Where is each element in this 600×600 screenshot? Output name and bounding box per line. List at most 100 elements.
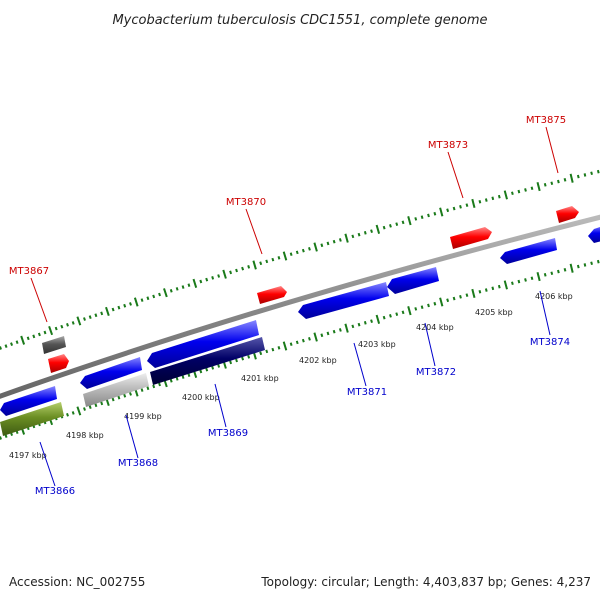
minor-tick	[427, 213, 430, 218]
minor-tick	[129, 392, 132, 396]
minor-tick	[10, 342, 14, 346]
minor-tick	[235, 358, 238, 363]
minor-tick	[382, 315, 386, 320]
minor-tick	[370, 229, 373, 233]
minor-tick	[146, 386, 150, 391]
minor-tick	[320, 333, 324, 338]
minor-tick	[478, 289, 482, 294]
kbp-label: 4198 kbp	[66, 431, 104, 440]
minor-tick	[363, 231, 367, 235]
major-tick	[48, 325, 54, 336]
minor-tick	[452, 206, 456, 211]
minor-tick	[241, 266, 245, 271]
gene-mt3871-block	[298, 282, 389, 319]
minor-tick	[71, 411, 75, 415]
minor-tick	[140, 388, 144, 392]
minor-tick	[332, 329, 336, 334]
major-tick	[439, 297, 444, 307]
minor-tick	[32, 334, 36, 339]
minor-tick	[229, 270, 233, 275]
gene-label-mt3870: MT3870	[226, 197, 266, 208]
gene-labels-forward: MT3867 MT3870 MT3873 MT3875	[9, 115, 566, 277]
minor-tick	[83, 317, 86, 321]
minor-tick	[181, 285, 185, 289]
minor-tick	[491, 196, 495, 201]
gene-olive-block	[0, 402, 64, 436]
inner-tick-track	[0, 259, 600, 440]
minor-tick	[583, 263, 587, 267]
major-tick	[76, 316, 82, 326]
gene-label-mt3867: MT3867	[9, 266, 49, 277]
minor-tick	[169, 289, 173, 293]
gene-mt3875-block	[556, 206, 579, 223]
minor-tick	[37, 332, 41, 337]
leader-mt3866	[39, 441, 56, 487]
minor-tick	[543, 273, 547, 277]
minor-tick	[511, 191, 514, 196]
minor-tick	[158, 292, 161, 297]
leader-mt3871	[353, 342, 367, 387]
minor-tick	[433, 301, 437, 306]
major-tick	[439, 207, 444, 217]
minor-tick	[217, 364, 221, 368]
minor-tick	[401, 310, 405, 315]
minor-tick	[271, 257, 275, 262]
kbp-label: 4201 kbp	[241, 374, 279, 383]
minor-tick	[265, 259, 269, 264]
minor-tick	[524, 188, 527, 192]
leader-mt3867	[30, 277, 48, 323]
minor-tick	[326, 241, 330, 246]
minor-tick	[357, 322, 361, 327]
minor-tick	[563, 268, 567, 272]
minor-tick	[596, 169, 600, 174]
minor-tick	[277, 256, 281, 260]
minor-tick	[0, 436, 2, 440]
minor-tick	[557, 269, 560, 274]
minor-tick	[259, 261, 263, 266]
forward-strand-genes	[42, 206, 579, 373]
minor-tick	[4, 344, 8, 348]
minor-tick	[88, 405, 92, 410]
kbp-labels: 4197 kbp 4198 kbp 4199 kbp 4200 kbp 4201…	[9, 292, 573, 460]
minor-tick	[517, 189, 521, 194]
minor-tick	[550, 271, 554, 276]
minor-tick	[446, 208, 450, 213]
minor-tick	[395, 312, 399, 316]
minor-tick	[517, 279, 521, 284]
gene-mt3870-block	[257, 286, 287, 304]
label-leader-lines	[30, 126, 559, 487]
minor-tick	[158, 382, 161, 387]
minor-tick	[152, 294, 156, 299]
major-tick	[282, 341, 288, 351]
outer-tick-track	[0, 169, 600, 350]
minor-tick	[181, 375, 185, 379]
major-tick	[133, 297, 139, 307]
gene-mt3873-block	[450, 227, 492, 249]
gene-label-mt3871: MT3871	[347, 387, 387, 398]
minor-tick	[351, 234, 355, 239]
minor-tick	[433, 211, 437, 216]
minor-tick	[205, 367, 209, 372]
major-tick	[471, 198, 476, 209]
minor-tick	[295, 340, 299, 345]
minor-tick	[289, 252, 293, 256]
minor-tick	[478, 199, 482, 204]
minor-tick	[583, 173, 587, 177]
minor-tick	[301, 248, 305, 253]
minor-tick	[382, 225, 386, 230]
minor-tick	[123, 393, 127, 398]
minor-tick	[43, 330, 47, 335]
major-tick	[20, 335, 26, 345]
gene-mt3868-block	[80, 357, 142, 389]
minor-tick	[205, 277, 209, 282]
minor-tick	[357, 232, 361, 237]
minor-tick	[26, 336, 30, 341]
minor-tick	[543, 183, 547, 187]
leader-mt3873	[447, 151, 464, 199]
major-tick	[536, 181, 541, 192]
minor-tick	[326, 331, 330, 336]
minor-tick	[129, 302, 132, 306]
minor-tick	[351, 324, 355, 329]
major-tick	[252, 260, 257, 270]
